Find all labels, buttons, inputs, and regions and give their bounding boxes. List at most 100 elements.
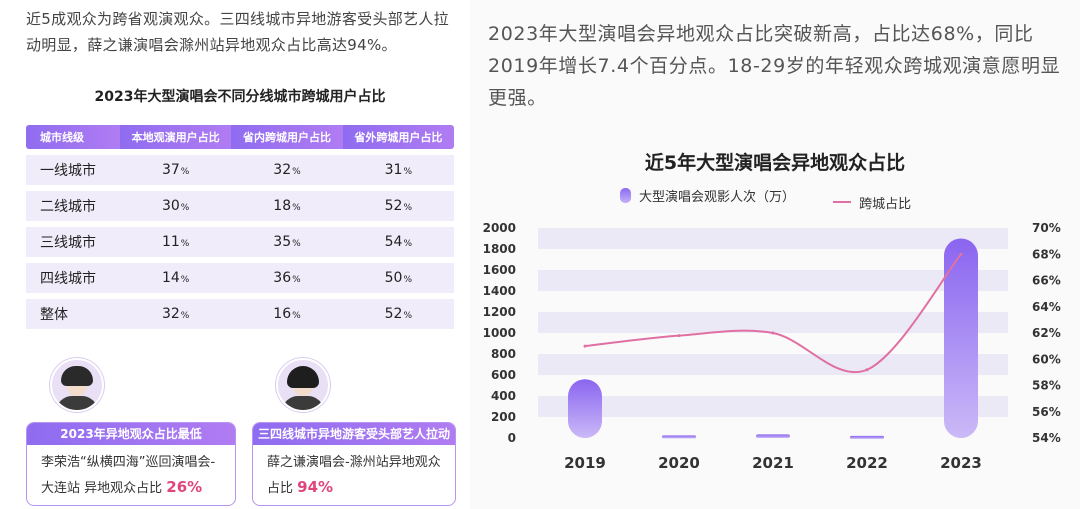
cell-out-province-value: 52 bbox=[384, 306, 403, 322]
y-left-tick-label: 1200 bbox=[483, 305, 516, 319]
y-right-tick-label: 58% bbox=[1032, 379, 1061, 393]
line-point-2023 bbox=[959, 252, 963, 256]
y-left-tick-label: 1800 bbox=[483, 242, 516, 256]
cell-tier: 三线城市 bbox=[26, 227, 120, 257]
chart-title: 近5年大型演唱会异地观众占比 bbox=[644, 152, 906, 174]
cell-local: 11% bbox=[120, 227, 232, 257]
table-row: 四线城市 14% 36% 50% bbox=[26, 263, 454, 293]
y-right-tick-label: 66% bbox=[1032, 274, 1061, 288]
cell-in-province-value: 18 bbox=[273, 198, 292, 214]
cell-tier-value: 一线城市 bbox=[40, 163, 96, 179]
cell-tier: 二线城市 bbox=[26, 191, 120, 221]
card-lower-tier-title: 三四线城市异地游客受头部艺人拉动 bbox=[253, 423, 455, 445]
cell-in-province: 32% bbox=[231, 155, 343, 185]
grid-band bbox=[538, 312, 1008, 333]
line-point-2021 bbox=[771, 331, 775, 335]
cell-tier-value: 整体 bbox=[40, 307, 68, 323]
avatar-xue-zhiqian bbox=[276, 358, 330, 412]
y-right-tick-label: 70% bbox=[1032, 221, 1061, 235]
cell-local: 37% bbox=[120, 155, 232, 185]
avatar-li-ronghao bbox=[50, 358, 104, 412]
y-right-tick-label: 56% bbox=[1032, 405, 1061, 419]
cell-out-province-value: 50 bbox=[384, 270, 403, 286]
cell-unit: % bbox=[292, 203, 301, 213]
combo-chart: 0 200 400 600 800 1000 1200 1400 1600 1800 2000 54%… bbox=[483, 221, 1061, 472]
left-panel: 近5成观众为跨省观演观众。三四线城市异地游客受头部艺人拉动明显，薛之谦演唱会滁州… bbox=[0, 0, 470, 509]
cell-in-province-value: 35 bbox=[273, 234, 292, 250]
line-point-2022 bbox=[865, 368, 869, 372]
grid-band bbox=[538, 270, 1008, 291]
cell-in-province: 16% bbox=[231, 299, 343, 329]
y-left-tick-label: 400 bbox=[491, 389, 516, 403]
legend-bar-label: 大型演唱会观影人次（万） bbox=[639, 190, 796, 205]
line-point-2020 bbox=[677, 334, 681, 338]
bar-2021 bbox=[756, 434, 790, 438]
header-out-province: 省外跨城用户占比 bbox=[342, 125, 454, 149]
cell-local: 32% bbox=[120, 299, 232, 329]
y-right-tick-label: 68% bbox=[1032, 247, 1061, 261]
cell-unit: % bbox=[292, 167, 301, 177]
bar-2023 bbox=[944, 238, 978, 438]
cell-unit: % bbox=[180, 311, 190, 321]
legend-item-bar: 大型演唱会观影人次（万） bbox=[620, 186, 795, 205]
info-card-lowest: 2023年异地观众占比最低 李荣浩“纵横四海”巡回演唱会-大连站 异地观众占比 … bbox=[26, 422, 236, 506]
cell-unit: % bbox=[180, 203, 190, 213]
y-right-tick-label: 60% bbox=[1032, 352, 1061, 366]
table-row: 三线城市 11% 35% 54% bbox=[26, 227, 454, 257]
cell-tier: 四线城市 bbox=[26, 263, 120, 293]
card-lower-tier-value: 94% bbox=[297, 478, 334, 496]
cell-local: 30% bbox=[120, 191, 232, 221]
cell-unit: % bbox=[292, 311, 301, 321]
cell-out-province-value: 52 bbox=[384, 198, 403, 214]
cell-out-province: 52% bbox=[342, 299, 454, 329]
y-left-tick-label: 200 bbox=[491, 410, 516, 424]
cell-tier: 一线城市 bbox=[26, 155, 120, 185]
cell-tier: 整体 bbox=[26, 299, 120, 329]
table-row: 一线城市 37% 32% 31% bbox=[26, 155, 454, 185]
y-left-tick-label: 2000 bbox=[483, 221, 516, 235]
right-intro-text: 2023年大型演唱会异地观众占比突破新高，占比达68%，同比2019年增长7.4… bbox=[488, 23, 1061, 109]
cell-unit: % bbox=[180, 239, 190, 249]
header-local: 本地观演用户占比 bbox=[120, 125, 232, 149]
bar-2019 bbox=[568, 379, 602, 438]
y-left-tick-label: 600 bbox=[491, 368, 516, 382]
cell-out-province: 31% bbox=[342, 155, 454, 185]
table-header-row: 城市线级 本地观演用户占比 省内跨城用户占比 省外跨城用户占比 bbox=[26, 125, 454, 149]
cell-out-province-value: 54 bbox=[384, 234, 403, 250]
header-tier: 城市线级 bbox=[26, 125, 120, 149]
cell-local-value: 11 bbox=[161, 234, 180, 250]
y-left-tick-label: 1400 bbox=[483, 284, 516, 298]
x-tick-label: 2019 bbox=[564, 454, 606, 472]
chart-legend: 大型演唱会观影人次（万） 跨城占比 bbox=[620, 186, 945, 212]
grid-band bbox=[538, 396, 1008, 417]
cell-unit: % bbox=[403, 275, 413, 285]
card-lowest-text: 李荣浩“纵横四海”巡回演唱会-大连站 异地观众占比 bbox=[41, 455, 216, 496]
table-row: 整体 32% 16% 52% bbox=[26, 299, 454, 329]
card-lower-tier-body: 薛之谦演唱会-滁州站异地观众占比 94% bbox=[253, 445, 455, 501]
cell-tier-value: 四线城市 bbox=[40, 271, 96, 287]
cell-tier-value: 三线城市 bbox=[40, 235, 96, 251]
line-cross-city-share bbox=[584, 253, 962, 373]
cell-tier-value: 二线城市 bbox=[40, 199, 96, 215]
cell-out-province: 54% bbox=[342, 227, 454, 257]
y-left-tick-label: 1000 bbox=[483, 326, 516, 340]
cell-local: 14% bbox=[120, 263, 232, 293]
y-right-tick-label: 62% bbox=[1032, 326, 1061, 340]
cell-in-province: 18% bbox=[231, 191, 343, 221]
cell-in-province: 35% bbox=[231, 227, 343, 257]
cell-unit: % bbox=[180, 167, 190, 177]
cell-local-value: 30 bbox=[161, 198, 180, 214]
cell-in-province: 36% bbox=[231, 263, 343, 293]
card-lowest-body: 李荣浩“纵横四海”巡回演唱会-大连站 异地观众占比 26% bbox=[27, 445, 235, 501]
legend-item-line: 跨城占比 bbox=[833, 193, 911, 212]
cell-in-province-value: 32 bbox=[273, 162, 292, 178]
legend-line-swatch bbox=[833, 201, 852, 203]
y-left-tick-label: 800 bbox=[491, 347, 516, 361]
y-right-tick-label: 54% bbox=[1032, 431, 1061, 445]
card-lower-tier-text: 薛之谦演唱会-滁州站异地观众占比 bbox=[267, 455, 441, 496]
cell-local-value: 37 bbox=[161, 162, 180, 178]
bar-2020 bbox=[662, 435, 696, 439]
cell-unit: % bbox=[180, 275, 190, 285]
cell-out-province-value: 31 bbox=[384, 162, 403, 178]
cell-out-province: 52% bbox=[342, 191, 454, 221]
